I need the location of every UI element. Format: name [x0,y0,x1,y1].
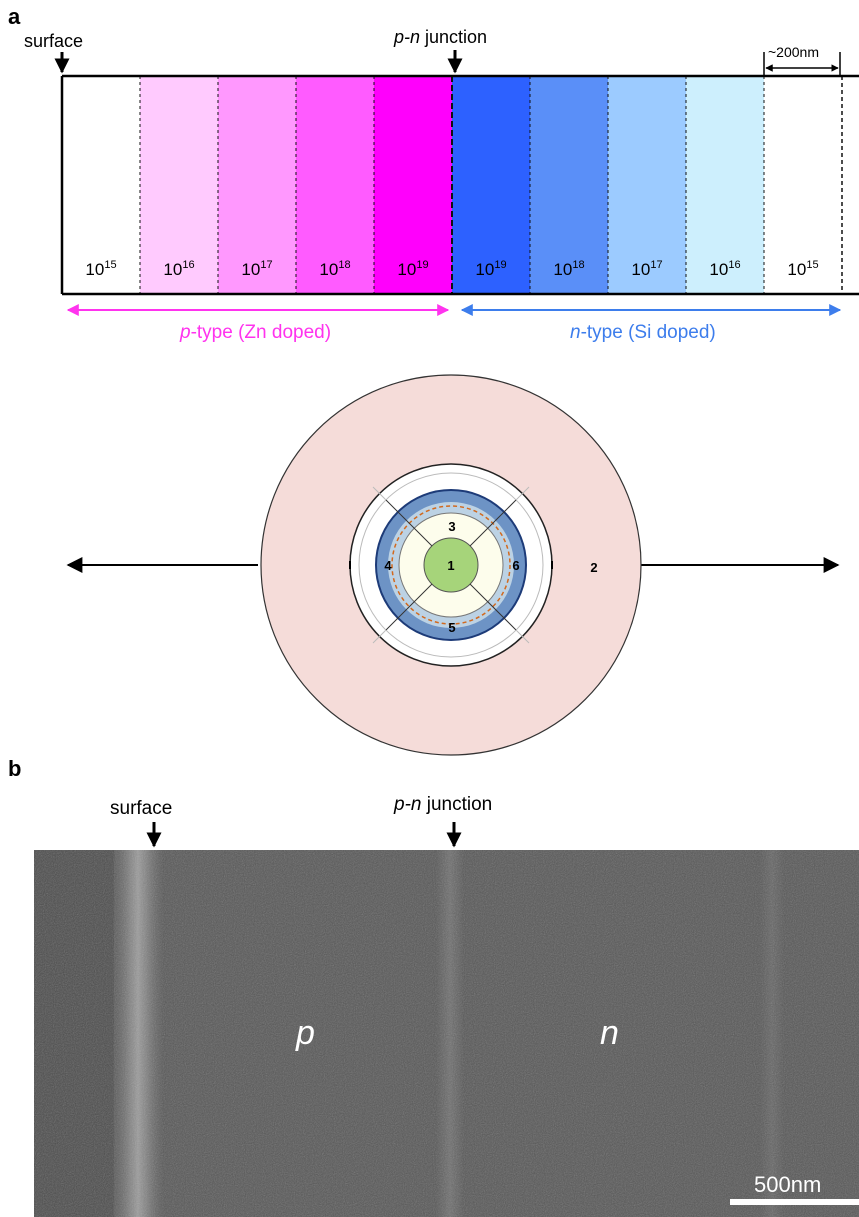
layer-concentration-7: 1018 [553,259,584,279]
layer-7 [530,76,608,294]
region-1-label: 1 [447,558,454,573]
dashed-ring [391,505,511,625]
layer-concentration-1: 1015 [85,259,116,279]
layer-8 [608,76,686,294]
doping-layers: 1015 1016 1017 1018 1019 1019 1018 1017 1016 1015 [60,74,859,296]
layer-concentration-9: 1016 [709,259,740,279]
n-type-rest: -type (Si doped) [581,322,716,343]
layer-9 [686,76,764,294]
surface-label-b: surface [110,798,172,819]
layer-concentration-3: 1017 [241,259,272,279]
width-label: ~200nm [768,44,819,60]
panel-b-label: b [8,756,21,781]
layer-1 [62,76,140,294]
p-region-label: p [295,1014,315,1052]
p-type-italic: p [179,322,191,343]
p-type-rest: -type (Zn doped) [191,322,331,343]
layer-2 [140,76,218,294]
junction-label-b-italic: p-n [393,794,421,815]
sem-noise [34,850,859,1217]
circular-diagram: 1 2 3 4 5 6 [66,374,840,756]
n-type-italic: n [570,322,581,343]
layer-concentration-5: 1019 [397,259,428,279]
spoke-bl [385,583,433,631]
layer-concentration-8: 1017 [631,259,662,279]
scale-bar-label: 500nm [754,1172,821,1197]
spoke-gray-bl [372,629,387,644]
junction-label-b: p-n junction [393,794,492,815]
n-region-label: n [600,1014,619,1052]
region-4-label: 4 [384,558,392,573]
spoke-gray-br [515,629,530,644]
layer-3 [218,76,296,294]
layer-concentration-10: 1015 [787,259,818,279]
junction-label-a-rest: junction [420,27,487,47]
layer-5 [374,76,452,294]
layer-concentration-6: 1019 [475,259,506,279]
spoke-tl [385,499,433,547]
panel-a-label: a [8,4,21,29]
core-circle [423,537,479,593]
sem-image: p n 500nm [34,850,859,1217]
layer-6 [452,76,530,294]
junction-label-a: p-n junction [393,27,487,47]
layer-concentration-2: 1016 [163,259,194,279]
junction-label-a-italic: p-n [393,27,420,47]
p-type-label: p-type (Zn doped) [179,322,331,343]
surface-label-a: surface [24,31,83,51]
layer-10 [764,76,842,294]
region-6-label: 6 [512,558,519,573]
region-2-label: 2 [590,560,597,575]
spoke-tr [469,499,517,547]
spoke-gray-tr [515,486,530,501]
spoke-br [469,583,517,631]
region-5-label: 5 [448,620,455,635]
region-3-label: 3 [448,519,455,534]
spoke-gray-tl [372,486,387,501]
layer-4 [296,76,374,294]
n-type-label: n-type (Si doped) [570,322,716,343]
junction-label-b-rest: junction [421,794,492,815]
layer-concentration-4: 1018 [319,259,350,279]
scale-bar [730,1199,859,1205]
